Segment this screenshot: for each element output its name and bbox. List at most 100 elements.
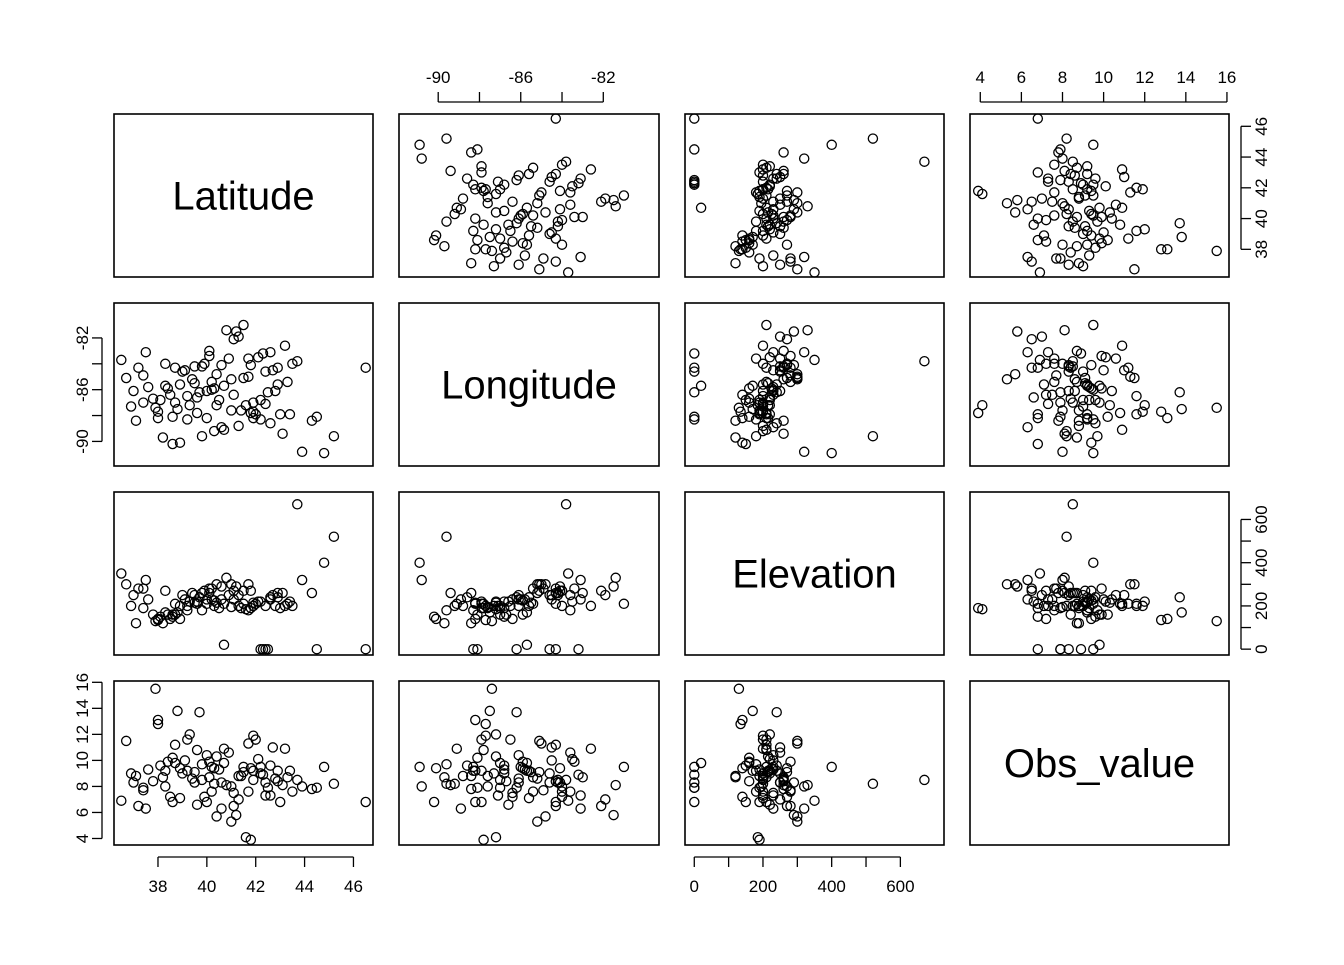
point-obs-value-vs-latitude-22 bbox=[177, 768, 188, 779]
point-obs-value-vs-latitude-44 bbox=[230, 809, 242, 821]
point-latitude-vs-elevation-100 bbox=[788, 204, 800, 215]
point-latitude-vs-elevation-40 bbox=[695, 202, 707, 214]
point-obs-value-vs-latitude-43 bbox=[228, 800, 239, 812]
point-longitude-vs-elevation-95 bbox=[757, 420, 769, 432]
point-obs-value-vs-longitude-79 bbox=[494, 757, 506, 769]
point-latitude-vs-obs-value-98 bbox=[1102, 234, 1113, 246]
point-longitude-vs-latitude-75 bbox=[226, 405, 237, 416]
point-latitude-vs-longitude-82 bbox=[552, 216, 564, 227]
point-elevation-vs-longitude-78 bbox=[490, 597, 502, 608]
point-obs-value-vs-latitude-11 bbox=[152, 714, 164, 726]
point-elevation-vs-obs-value-40 bbox=[1094, 639, 1105, 651]
point-elevation-vs-latitude-57 bbox=[262, 643, 274, 655]
point-latitude-vs-elevation-73 bbox=[689, 113, 700, 124]
point-latitude-vs-obs-value-49 bbox=[1049, 187, 1060, 198]
point-longitude-vs-elevation-30 bbox=[750, 430, 762, 442]
point-obs-value-vs-latitude-97 bbox=[245, 762, 257, 774]
point-longitude-vs-obs-value-86 bbox=[1046, 389, 1058, 401]
point-longitude-vs-obs-value-63 bbox=[1059, 428, 1070, 439]
point-elevation-vs-longitude-7 bbox=[575, 574, 586, 586]
point-elevation-vs-obs-value-48 bbox=[977, 603, 988, 615]
point-obs-value-vs-elevation-94 bbox=[785, 756, 796, 767]
point-obs-value-vs-longitude-41 bbox=[610, 779, 621, 791]
point-longitude-vs-elevation-15 bbox=[747, 380, 758, 392]
point-latitude-vs-longitude-4 bbox=[465, 257, 477, 269]
point-latitude-vs-longitude-92 bbox=[523, 230, 535, 241]
point-obs-value-vs-latitude-20 bbox=[172, 705, 183, 717]
point-longitude-vs-latitude-24 bbox=[182, 390, 193, 402]
point-elevation-vs-longitude-71 bbox=[414, 557, 425, 568]
point-elevation-vs-longitude-66 bbox=[556, 600, 568, 612]
point-latitude-vs-longitude-2 bbox=[488, 260, 500, 272]
point-longitude-vs-obs-value-66 bbox=[1049, 358, 1060, 370]
point-obs-value-vs-latitude-33 bbox=[201, 796, 213, 808]
point-latitude-vs-elevation-7 bbox=[798, 251, 810, 263]
point-latitude-vs-obs-value-35 bbox=[1049, 210, 1060, 221]
point-elevation-vs-latitude-99 bbox=[260, 600, 271, 612]
point-elevation-vs-obs-value-41 bbox=[1059, 572, 1070, 584]
point-obs-value-vs-longitude-70 bbox=[472, 782, 483, 793]
point-latitude-vs-longitude-72 bbox=[441, 133, 452, 144]
point-obs-value-vs-latitude-6 bbox=[138, 782, 149, 793]
point-longitude-vs-obs-value-53 bbox=[1100, 352, 1111, 363]
point-longitude-vs-latitude-102 bbox=[208, 383, 220, 394]
panel-obs-value-vs-elevation bbox=[684, 680, 945, 846]
point-elevation-vs-obs-value-9 bbox=[1065, 609, 1076, 620]
point-obs-value-vs-elevation-10 bbox=[733, 683, 745, 695]
panel-obs-value-vs-longitude bbox=[398, 680, 660, 846]
point-latitude-vs-longitude-78 bbox=[490, 207, 502, 218]
point-obs-value-vs-latitude-100 bbox=[216, 777, 227, 788]
point-latitude-vs-elevation-99 bbox=[757, 176, 769, 187]
point-longitude-vs-obs-value-38 bbox=[1083, 394, 1095, 406]
point-latitude-vs-obs-value-95 bbox=[1073, 193, 1085, 204]
point-latitude-vs-elevation-4 bbox=[730, 257, 741, 269]
right-tick-label-latitude-4: 46 bbox=[1252, 117, 1271, 136]
point-latitude-vs-longitude-83 bbox=[565, 199, 576, 210]
point-elevation-vs-longitude-58 bbox=[575, 594, 586, 605]
point-latitude-vs-obs-value-75 bbox=[1057, 197, 1068, 209]
point-obs-value-vs-elevation-90 bbox=[761, 743, 772, 754]
point-obs-value-vs-elevation-40 bbox=[695, 757, 707, 769]
point-longitude-vs-obs-value-45 bbox=[1036, 331, 1048, 342]
point-obs-value-vs-longitude-49 bbox=[565, 786, 576, 797]
point-latitude-vs-obs-value-44 bbox=[1012, 194, 1023, 206]
point-latitude-vs-obs-value-58 bbox=[1042, 173, 1054, 184]
point-latitude-vs-elevation-43 bbox=[781, 196, 793, 207]
point-obs-value-vs-latitude-4 bbox=[130, 770, 142, 782]
point-obs-value-vs-latitude-76 bbox=[189, 766, 200, 778]
point-longitude-vs-elevation-94 bbox=[785, 350, 796, 362]
point-obs-value-vs-latitude-58 bbox=[265, 790, 276, 801]
point-latitude-vs-elevation-68 bbox=[798, 153, 810, 164]
point-obs-value-vs-latitude-24 bbox=[182, 734, 193, 745]
point-elevation-vs-latitude-41 bbox=[221, 572, 232, 584]
point-elevation-vs-obs-value-29 bbox=[1174, 592, 1185, 603]
point-elevation-vs-obs-value-98 bbox=[1102, 609, 1113, 620]
point-elevation-vs-obs-value-50 bbox=[972, 602, 984, 614]
point-latitude-vs-obs-value-32 bbox=[1106, 213, 1118, 224]
point-latitude-vs-longitude-91 bbox=[536, 187, 547, 198]
point-latitude-vs-longitude-75 bbox=[482, 197, 493, 209]
point-latitude-vs-longitude-53 bbox=[567, 181, 578, 192]
point-longitude-vs-latitude-23 bbox=[179, 365, 191, 376]
point-elevation-vs-obs-value-79 bbox=[1094, 609, 1105, 620]
point-longitude-vs-latitude-37 bbox=[211, 368, 222, 380]
point-latitude-vs-longitude-47 bbox=[618, 190, 630, 201]
point-latitude-vs-longitude-98 bbox=[472, 234, 483, 246]
point-longitude-vs-latitude-66 bbox=[287, 358, 298, 370]
point-latitude-vs-obs-value-29 bbox=[1174, 217, 1185, 229]
point-obs-value-vs-longitude-5 bbox=[550, 800, 562, 812]
point-obs-value-vs-longitude-90 bbox=[451, 743, 463, 754]
bottom-tick-label-elevation-6: 600 bbox=[886, 877, 914, 896]
point-longitude-vs-elevation-0 bbox=[809, 354, 820, 366]
point-obs-value-vs-elevation-20 bbox=[747, 705, 758, 717]
point-elevation-vs-latitude-102 bbox=[208, 595, 220, 606]
point-longitude-vs-obs-value-97 bbox=[1086, 359, 1097, 371]
point-obs-value-vs-latitude-42 bbox=[226, 816, 237, 827]
point-elevation-vs-longitude-40 bbox=[521, 639, 533, 651]
point-obs-value-vs-longitude-81 bbox=[498, 768, 510, 779]
point-obs-value-vs-latitude-84 bbox=[138, 785, 149, 796]
point-longitude-vs-latitude-50 bbox=[245, 407, 257, 419]
point-latitude-vs-longitude-34 bbox=[577, 211, 588, 223]
point-latitude-vs-elevation-57 bbox=[689, 174, 700, 186]
point-longitude-vs-latitude-38 bbox=[213, 394, 225, 406]
